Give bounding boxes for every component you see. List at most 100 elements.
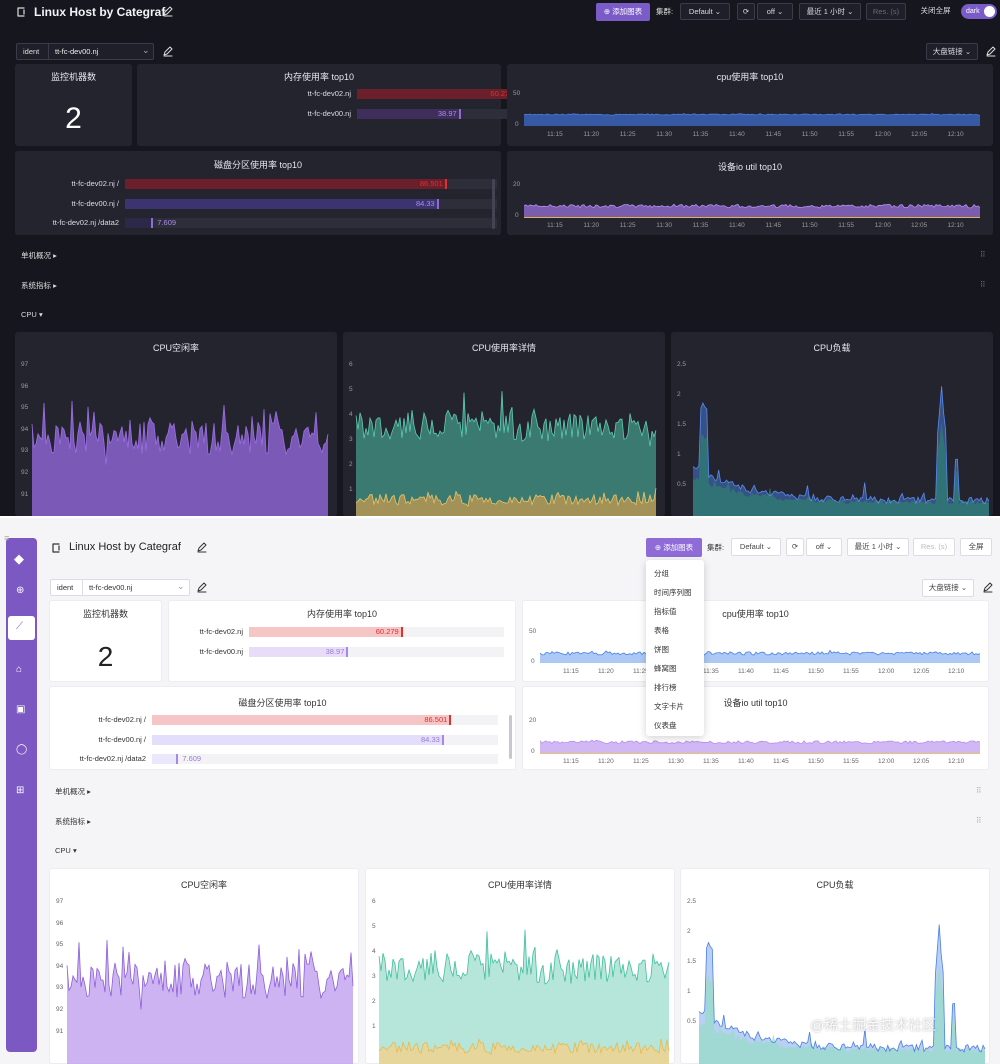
cpu-load-panel: CPU负载 2.5 2 1.5 1 0.5 [680,868,990,1064]
series-line [539,649,981,656]
y-tick-label: 3 [349,436,353,443]
back-icon[interactable] [15,6,27,18]
add-chart-menu-item[interactable]: 饼图 [654,645,669,654]
section-system-metrics[interactable]: 系统指标 ▸ [21,281,57,290]
x-tick-label: 12:10 [948,668,965,675]
y-tick-label: 6 [349,361,353,368]
res-input[interactable]: Res. (s) [913,538,955,556]
edit-icon[interactable] [196,542,207,553]
series-line [539,739,981,745]
series-area [356,488,656,516]
theme-toggle[interactable]: dark [961,4,997,19]
log-icon[interactable]: ▣ [16,704,26,715]
scrollbar[interactable] [492,179,495,229]
chevron-down-icon: ⌄ [895,542,902,551]
bar-label: tt-fc-dev02.nj /data2 [79,754,146,763]
edit-icon[interactable] [985,46,996,57]
y-tick-label: 0.5 [677,481,687,488]
drag-handle-icon[interactable]: ⠿ [980,250,986,259]
edit-icon[interactable] [162,46,173,57]
x-tick-label: 11:45 [773,668,789,675]
target-icon[interactable]: ⊕ [16,585,25,596]
bar-track: 86.501 [125,179,497,189]
x-tick-label: 12:00 [878,668,895,675]
x-tick-label: 12:00 [874,222,891,229]
drag-handle-icon[interactable]: ⠿ [976,816,982,825]
section-cpu[interactable]: CPU ▾ [21,310,43,319]
scrollbar[interactable] [509,715,512,759]
add-chart-menu-item[interactable]: 排行榜 [654,683,677,692]
edit-icon[interactable] [196,582,207,593]
add-chart-menu-item[interactable]: 仪表盘 [654,721,677,730]
dashboard-nav-active[interactable]: ⟋ [8,616,35,640]
bar-label: tt-fc-dev02.nj / [98,715,146,724]
refresh-button[interactable]: ⟳ [786,538,804,556]
chevron-down-icon: ⌄ [177,581,185,591]
caret-right-icon: ▸ [53,281,57,290]
dashboard-links-select[interactable]: 大盘链接 ⌄ [926,43,978,60]
res-input[interactable]: Res. (s) [866,3,906,20]
refresh-interval-select[interactable]: off ⌄ [806,538,842,556]
x-tick-label: 11:15 [563,758,579,765]
refresh-interval-select[interactable]: off ⌄ [757,3,793,20]
ident-filter[interactable]: ident tt-fc-dev00.nj ⌄ [16,43,154,60]
add-chart-button[interactable]: ⊕ 添加图表 [646,538,702,557]
add-chart-menu-item[interactable]: 蜂窝图 [654,664,677,673]
drag-handle-icon[interactable]: ⠿ [976,786,982,795]
x-tick-label: 12:00 [874,131,891,138]
add-chart-menu-item[interactable]: 时间序列图 [654,588,692,597]
machine-count-panel: 监控机器数 2 [15,64,132,146]
x-tick-label: 11:55 [838,131,854,138]
chevron-down-icon: ⌄ [777,7,784,16]
edit-icon[interactable] [982,582,993,593]
user-icon[interactable]: ◯ [16,744,28,755]
x-tick-label: 11:40 [729,222,745,229]
section-host-overview[interactable]: 单机概况 ▸ [21,251,57,260]
bar-value: 84.33 [415,198,435,208]
section-system-metrics[interactable]: 系统指标 ▸ [55,817,91,826]
fullscreen-button[interactable]: 全屏 [960,538,992,556]
x-tick-label: 11:40 [729,131,745,138]
bar-label: tt-fc-dev00.nj / [98,734,146,744]
cluster-select[interactable]: Default ⌄ [731,538,781,556]
drag-handle-icon[interactable]: ⠿ [980,280,986,289]
cpu-idle-chart [31,400,329,516]
bar-label: tt-fc-dev02.nj [199,627,243,636]
ident-filter[interactable]: ident tt-fc-dev00.nj ⌄ [50,579,190,596]
y-tick-label: 1 [677,451,681,458]
cluster-select[interactable]: Default ⌄ [680,3,730,20]
dashboard-links-select[interactable]: 大盘链接 ⌄ [922,579,974,597]
y-tick-label: 93 [21,447,29,455]
menu-fold-icon[interactable]: ≡ [4,533,10,543]
io-top-chart [539,739,981,753]
x-tick-label: 12:10 [947,131,964,138]
grid-icon[interactable]: ⊞ [16,785,25,796]
add-chart-menu-item[interactable]: 分组 [654,569,669,578]
x-tick-label: 11:35 [703,758,719,765]
section-cpu[interactable]: CPU ▾ [55,846,77,855]
logo-icon[interactable]: ◆ [14,551,24,566]
time-range-select[interactable]: 最近 1 小时 ⌄ [799,3,861,20]
add-chart-menu-item[interactable]: 表格 [654,626,669,635]
add-chart-menu-item[interactable]: 指标值 [654,607,677,616]
cpu-load-chart [698,924,986,1064]
bar-value: 7.609 [157,218,177,227]
y-tick-label: 5 [349,386,353,393]
close-fullscreen-button[interactable]: 关闭全屏 [920,6,951,15]
add-chart-button[interactable]: ⊕ 添加图表 [596,3,650,21]
section-host-overview[interactable]: 单机概况 ▸ [55,787,91,796]
caret-down-icon: ▾ [72,846,77,855]
time-range-select[interactable]: 最近 1 小时 ⌄ [847,538,909,556]
series-area [32,400,328,516]
edit-icon[interactable] [162,6,173,17]
series-line [355,488,657,507]
y-tick-label: 97 [56,898,64,905]
y-tick-label: 0.5 [687,1018,697,1025]
back-icon[interactable] [50,542,62,554]
refresh-button[interactable]: ⟳ [737,3,755,20]
cpu-idle-chart [66,940,354,1064]
bar-track: 7.609 [152,754,498,764]
alert-icon[interactable]: ⌂ [16,664,23,675]
bar-fill [125,179,447,189]
add-chart-menu-item[interactable]: 文字卡片 [654,702,684,711]
